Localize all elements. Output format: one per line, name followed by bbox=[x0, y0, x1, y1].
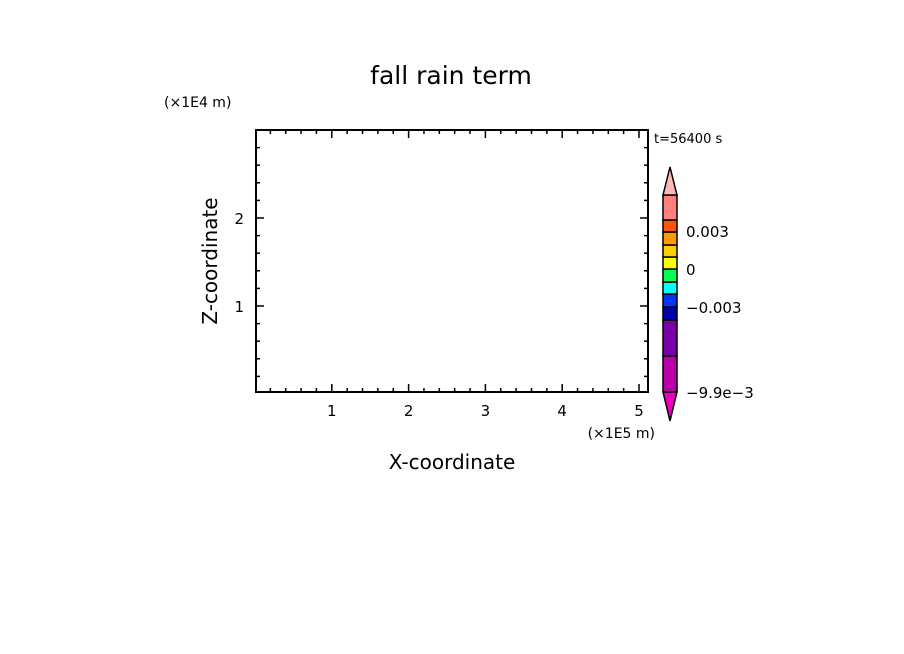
x-axis-label: X-coordinate bbox=[389, 450, 516, 474]
colorbar-box bbox=[662, 219, 678, 233]
colorbar-box bbox=[662, 256, 678, 270]
colorbar-lower-extension bbox=[662, 391, 678, 422]
y-unit-label: (×1E4 m) bbox=[164, 95, 231, 111]
colorbar-label: 0.003 bbox=[686, 223, 729, 241]
x-tick-label: 2 bbox=[404, 402, 414, 420]
y-tick-label: 1 bbox=[234, 298, 244, 316]
x-unit-label: (×1E5 m) bbox=[588, 426, 655, 442]
colorbar-label: −0.003 bbox=[686, 299, 742, 317]
colorbar-box bbox=[662, 268, 678, 283]
colorbar-upper-extension bbox=[662, 166, 678, 196]
chart-title: fall rain term bbox=[370, 61, 532, 90]
colorbar-box bbox=[662, 194, 678, 221]
colorbar-box bbox=[662, 319, 678, 357]
colorbar-box bbox=[662, 355, 678, 393]
x-tick-label: 4 bbox=[557, 402, 567, 420]
x-tick-label: 3 bbox=[481, 402, 491, 420]
colorbar-box bbox=[662, 231, 678, 246]
x-tick-label: 5 bbox=[634, 402, 644, 420]
colorbar-box bbox=[662, 281, 678, 295]
colorbar-label: −9.9e−3 bbox=[686, 384, 754, 402]
y-tick-label: 2 bbox=[234, 210, 244, 228]
plot-area bbox=[255, 129, 649, 393]
y-axis-label: Z-coordinate bbox=[198, 197, 222, 324]
colorbar-box bbox=[662, 306, 678, 321]
colorbar-label: 0 bbox=[686, 261, 696, 279]
x-tick-label: 1 bbox=[327, 402, 337, 420]
time-label: t=56400 s bbox=[654, 132, 722, 147]
colorbar-box bbox=[662, 244, 678, 258]
colorbar-box bbox=[662, 293, 678, 308]
